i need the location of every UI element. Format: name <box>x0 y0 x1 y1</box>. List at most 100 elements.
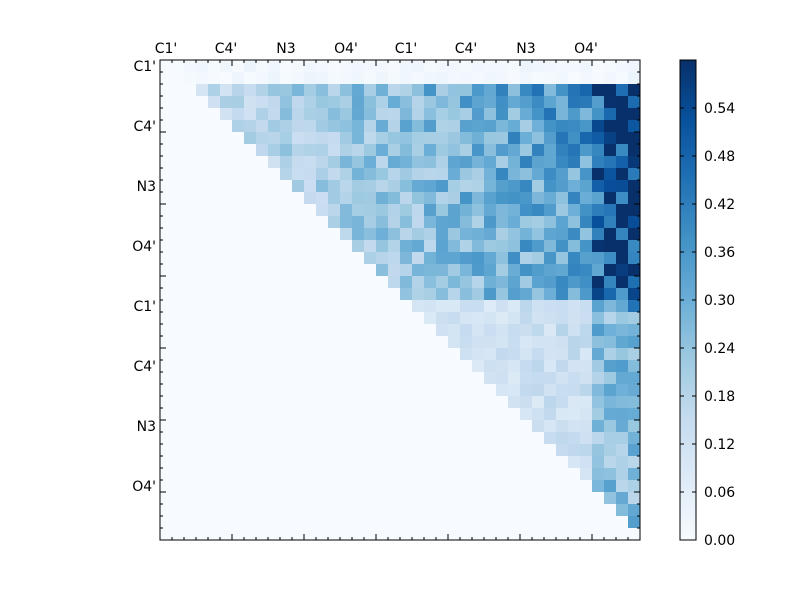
heatmap-cell <box>244 108 257 121</box>
heatmap-cell <box>364 108 377 121</box>
heatmap-cell <box>592 312 605 325</box>
heatmap-cell <box>160 156 173 169</box>
heatmap-cell <box>508 216 521 229</box>
heatmap-cell <box>616 216 629 229</box>
heatmap-cell <box>484 108 497 121</box>
heatmap-cell <box>544 468 557 481</box>
heatmap-cell <box>484 360 497 373</box>
heatmap-cell <box>508 72 521 85</box>
heatmap-cell <box>484 468 497 481</box>
heatmap-cell <box>412 180 425 193</box>
heatmap-cell <box>328 324 341 337</box>
heatmap-cell <box>196 360 209 373</box>
heatmap-cell <box>592 372 605 385</box>
heatmap-cell <box>628 60 641 73</box>
heatmap-cell <box>340 60 353 73</box>
heatmap-cell <box>376 192 389 205</box>
heatmap-cell <box>460 216 473 229</box>
heatmap-cell <box>340 132 353 145</box>
heatmap-cell <box>328 516 341 529</box>
heatmap-cell <box>256 108 269 121</box>
heatmap-cell <box>592 516 605 529</box>
heatmap-cell <box>520 60 533 73</box>
heatmap-cell <box>208 228 221 241</box>
heatmap-cell <box>424 84 437 97</box>
heatmap-cell <box>196 120 209 133</box>
heatmap-cell <box>628 252 641 265</box>
heatmap-cell <box>544 444 557 457</box>
heatmap-cell <box>328 276 341 289</box>
heatmap-cell <box>184 204 197 217</box>
heatmap-cell <box>376 516 389 529</box>
heatmap-cell <box>208 300 221 313</box>
heatmap-cell <box>364 180 377 193</box>
heatmap-cell <box>292 516 305 529</box>
heatmap-cell <box>352 420 365 433</box>
heatmap-cell <box>424 192 437 205</box>
heatmap-cell <box>412 96 425 109</box>
heatmap-cell <box>304 480 317 493</box>
heatmap-cell <box>244 492 257 505</box>
heatmap-cell <box>520 144 533 157</box>
heatmap-cell <box>604 504 617 517</box>
heatmap-cell <box>532 120 545 133</box>
heatmap-cell <box>568 384 581 397</box>
heatmap-cell <box>232 420 245 433</box>
heatmap-cell <box>256 360 269 373</box>
heatmap-cell <box>208 468 221 481</box>
heatmap-cell <box>604 360 617 373</box>
heatmap-cell <box>628 492 641 505</box>
heatmap-cell <box>508 528 521 541</box>
heatmap-cell <box>628 204 641 217</box>
heatmap-cell <box>412 504 425 517</box>
heatmap-cell <box>316 372 329 385</box>
heatmap-cell <box>244 336 257 349</box>
heatmap-cell <box>604 204 617 217</box>
heatmap-cell <box>160 480 173 493</box>
heatmap-cell <box>604 120 617 133</box>
heatmap-cell <box>400 444 413 457</box>
heatmap-cell <box>172 456 185 469</box>
heatmap-cell <box>448 516 461 529</box>
heatmap-cell <box>388 324 401 337</box>
heatmap-cell <box>280 312 293 325</box>
heatmap-cell <box>340 528 353 541</box>
heatmap-cell <box>160 516 173 529</box>
heatmap-cell <box>616 156 629 169</box>
heatmap-cell <box>280 180 293 193</box>
heatmap-cell <box>412 480 425 493</box>
heatmap-cell <box>472 492 485 505</box>
heatmap-cell <box>196 252 209 265</box>
heatmap-cell <box>592 168 605 181</box>
heatmap-cell <box>436 204 449 217</box>
heatmap-cell <box>256 120 269 133</box>
heatmap-cell <box>328 72 341 85</box>
heatmap-cell <box>352 396 365 409</box>
heatmap-cell <box>208 396 221 409</box>
heatmap-cell <box>388 456 401 469</box>
heatmap-cell <box>172 96 185 109</box>
heatmap-cell <box>532 420 545 433</box>
heatmap-cell <box>172 360 185 373</box>
heatmap-cell <box>292 168 305 181</box>
heatmap-cell <box>184 300 197 313</box>
heatmap-cell <box>340 468 353 481</box>
heatmap-cell <box>424 252 437 265</box>
heatmap-cell <box>364 528 377 541</box>
heatmap-cell <box>172 312 185 325</box>
heatmap-cell <box>340 204 353 217</box>
heatmap-cell <box>400 408 413 421</box>
heatmap-cell <box>292 288 305 301</box>
heatmap-cell <box>496 348 509 361</box>
heatmap-cell <box>544 108 557 121</box>
heatmap-cell <box>568 192 581 205</box>
y-tick-label: C1' <box>133 59 156 75</box>
colorbar-tick-label: 0.18 <box>704 389 735 405</box>
heatmap-cell <box>568 168 581 181</box>
heatmap-cell <box>412 420 425 433</box>
heatmap-cell <box>184 336 197 349</box>
heatmap-cell <box>244 192 257 205</box>
heatmap-cell <box>460 108 473 121</box>
heatmap-cell <box>520 228 533 241</box>
heatmap-cell <box>256 72 269 85</box>
